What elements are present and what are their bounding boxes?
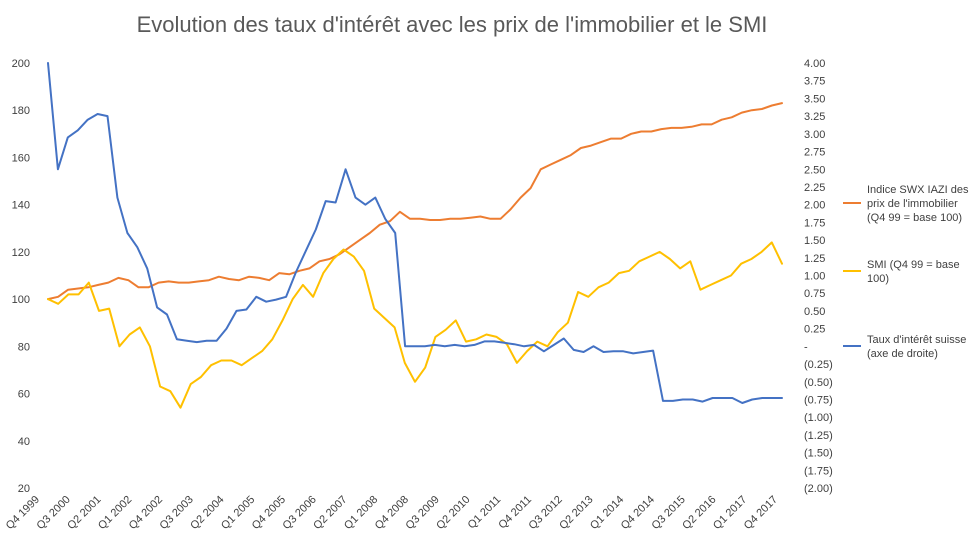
y-right-tick-label: (0.25): [804, 359, 833, 371]
legend-label-line: Indice SWX IAZI des: [867, 184, 969, 196]
y-right-tick-label: -: [804, 341, 808, 353]
legend-label-2: SMI (Q4 99 = base 100): [867, 259, 960, 285]
series-lines: [47, 62, 783, 409]
x-tick-label: Q1 2011: [466, 494, 504, 532]
y-right-tick-label: 1.25: [804, 253, 825, 265]
legend-label-line: (Q4 99 = base 100): [867, 212, 962, 224]
y-right-tick-label: (1.25): [804, 430, 833, 442]
y-left-tick-label: 100: [12, 294, 30, 306]
axes: 20 40 60 80 100 120 140 160 180 200 4.00 3.75 3.50 3.…: [4, 58, 833, 532]
y-right-tick-label: 3.50: [804, 93, 825, 105]
y-right-tick-label: 3.00: [804, 129, 825, 141]
y-right-tick-label: 1.00: [804, 271, 825, 283]
series-line-3: [47, 62, 783, 404]
y-right-tick-label: (1.75): [804, 465, 833, 477]
legend-label-line: SMI (Q4 99 = base: [867, 259, 960, 271]
y-left-tick-label: 60: [18, 389, 30, 401]
y-right-tick-label: (2.00): [804, 483, 833, 495]
legend: Indice SWX IAZI des prix de l'immobilier (…: [843, 184, 969, 360]
series-line-1: [47, 102, 783, 301]
legend-label-line: Taux d'intérêt suisse: [867, 334, 966, 346]
y-right-tick-label: 3.75: [804, 76, 825, 88]
y-left-tick-label: 80: [18, 341, 30, 353]
series-line-2: [47, 241, 783, 409]
legend-label-3: Taux d'intérêt suisse (axe de droite): [867, 334, 966, 360]
legend-label-line: (axe de droite): [867, 348, 938, 360]
y-right-tick-label: 2.00: [804, 200, 825, 212]
y-right-tick-label: 1.75: [804, 217, 825, 229]
y-left-tick-label: 180: [12, 105, 30, 117]
y-left-tick-label: 200: [12, 58, 30, 70]
y-left-tick-label: 140: [12, 200, 30, 212]
y-right-tick-label: 2.25: [804, 182, 825, 194]
y-right-tick-label: (0.50): [804, 377, 833, 389]
y-right-tick-label: (1.50): [804, 448, 833, 460]
y-right-tick-label: 0.75: [804, 288, 825, 300]
y-right-tick-label: 1.50: [804, 235, 825, 247]
chart-title: Evolution des taux d'intérêt avec les pr…: [137, 12, 768, 37]
y-right-tick-label: (1.00): [804, 412, 833, 424]
legend-label-line: 100): [867, 273, 889, 285]
y-right-tick-label: 3.25: [804, 111, 825, 123]
x-tick-label: Q4 2017: [742, 494, 780, 532]
y-left-tick-label: 120: [12, 247, 30, 259]
legend-label-1: Indice SWX IAZI des prix de l'immobilier (…: [867, 184, 969, 224]
x-tick-label: Q2 2010: [434, 494, 472, 532]
y-right-tick-label: 2.50: [804, 164, 825, 176]
y-right-tick-label: 0.25: [804, 324, 825, 336]
legend-label-line: prix de l'immobilier: [867, 198, 958, 210]
y-right-tick-label: (0.75): [804, 394, 833, 406]
y-right-tick-label: 0.50: [804, 306, 825, 318]
y-right-tick-label: 4.00: [804, 58, 825, 70]
y-left-tick-label: 40: [18, 436, 30, 448]
y-left-tick-label: 20: [18, 483, 30, 495]
y-left-tick-label: 160: [12, 152, 30, 164]
y-right-tick-label: 2.75: [804, 147, 825, 159]
